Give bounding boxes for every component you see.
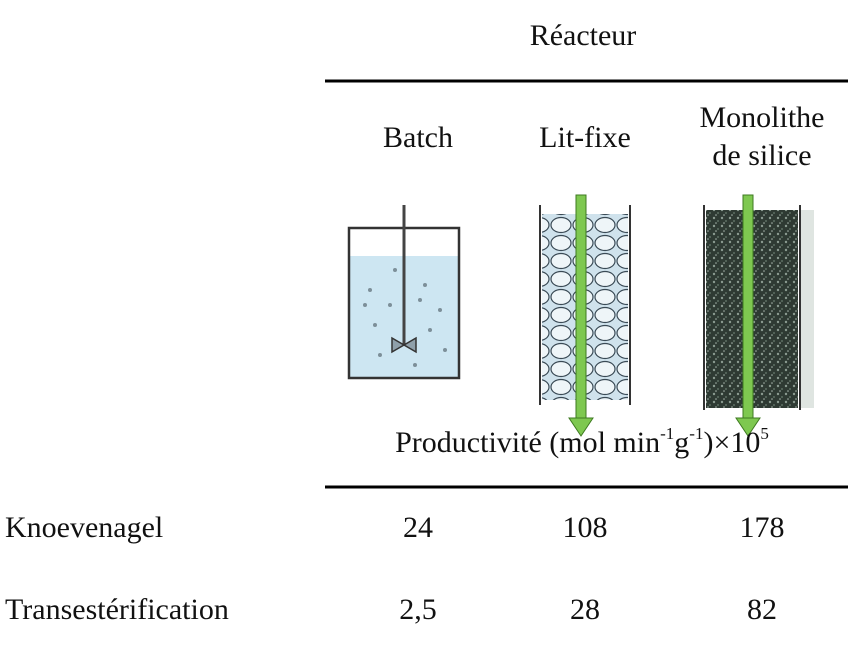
column-header: Lit-fixe xyxy=(539,121,631,154)
column-header: de silice xyxy=(712,139,811,172)
cell-value: 108 xyxy=(563,511,608,544)
unit-sup: 5 xyxy=(760,424,769,443)
unit-sup: -1 xyxy=(689,424,703,443)
monolith-illustration xyxy=(703,194,814,437)
batch-illustration xyxy=(347,205,461,380)
cell-value: 24 xyxy=(403,511,433,544)
cell-value: 82 xyxy=(747,593,777,626)
unit-text: g xyxy=(674,426,689,459)
table-body: Knoevenagel 24 108 178 Transestérification 2,… xyxy=(5,511,785,626)
unit-label: Productivité (mol min-1g-1)×105 xyxy=(395,424,769,459)
row-label: Knoevenagel xyxy=(5,511,163,544)
row-label: Transestérification xyxy=(5,593,229,626)
cell-value: 2,5 xyxy=(399,593,437,626)
unit-sup: -1 xyxy=(660,424,674,443)
unit-text: Productivité (mol min xyxy=(395,426,660,459)
unit-text: )×10 xyxy=(703,426,760,459)
fixed-bed-illustration xyxy=(539,194,631,437)
column-header: Monolithe xyxy=(700,101,825,134)
cell-value: 28 xyxy=(570,593,600,626)
title: Réacteur xyxy=(530,19,637,52)
cell-value: 178 xyxy=(740,511,785,544)
column-header: Batch xyxy=(383,121,453,154)
